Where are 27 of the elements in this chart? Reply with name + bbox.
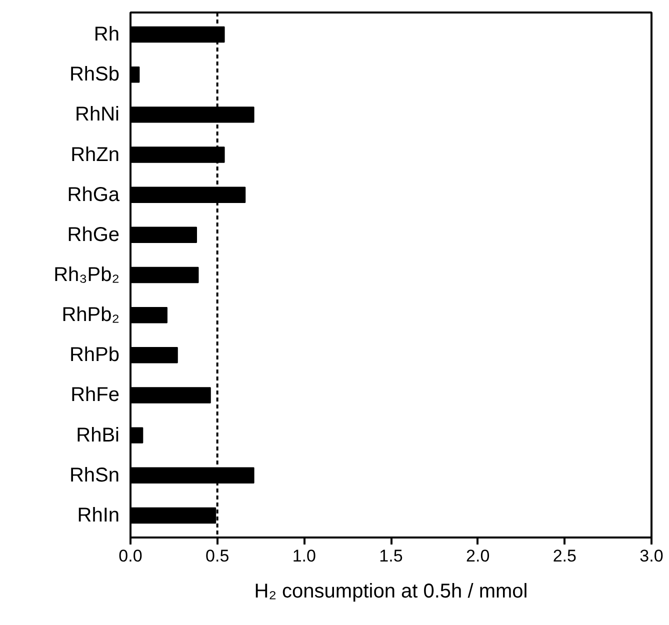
x-tick-label: 0.5	[206, 546, 230, 566]
y-tick-label: RhZn	[70, 144, 120, 166]
x-tick-label: 3.0	[640, 546, 664, 566]
bar	[130, 347, 178, 364]
x-tick-label: 0.0	[118, 546, 142, 566]
x-tick-label: 1.5	[379, 546, 403, 566]
y-tick-label: Rh	[94, 24, 120, 46]
y-tick-label: RhFe	[70, 384, 120, 406]
y-tick-label: RhPb₂	[62, 304, 120, 326]
x-tick-label: 2.5	[552, 546, 576, 566]
y-tick-label: Rh₃Pb₂	[54, 264, 120, 286]
bar	[130, 387, 211, 404]
y-tick-label: RhIn	[77, 504, 120, 526]
y-tick-label: RhGe	[67, 224, 120, 246]
y-tick-label: RhSn	[69, 464, 120, 486]
x-axis-title: H₂ consumption at 0.5h / mmol	[254, 580, 528, 602]
y-tick-label: RhBi	[76, 424, 120, 446]
y-tick-label: RhNi	[75, 104, 120, 126]
y-tick-label: RhSb	[69, 64, 120, 86]
x-tick-label: 1.0	[292, 546, 316, 566]
bar	[130, 226, 197, 244]
bar	[130, 427, 144, 444]
x-tick-label: 2.0	[466, 546, 490, 566]
y-tick-label: RhPb	[69, 344, 120, 366]
bar	[130, 266, 199, 284]
y-tick-label: RhGa	[67, 184, 120, 206]
bar	[130, 306, 168, 324]
